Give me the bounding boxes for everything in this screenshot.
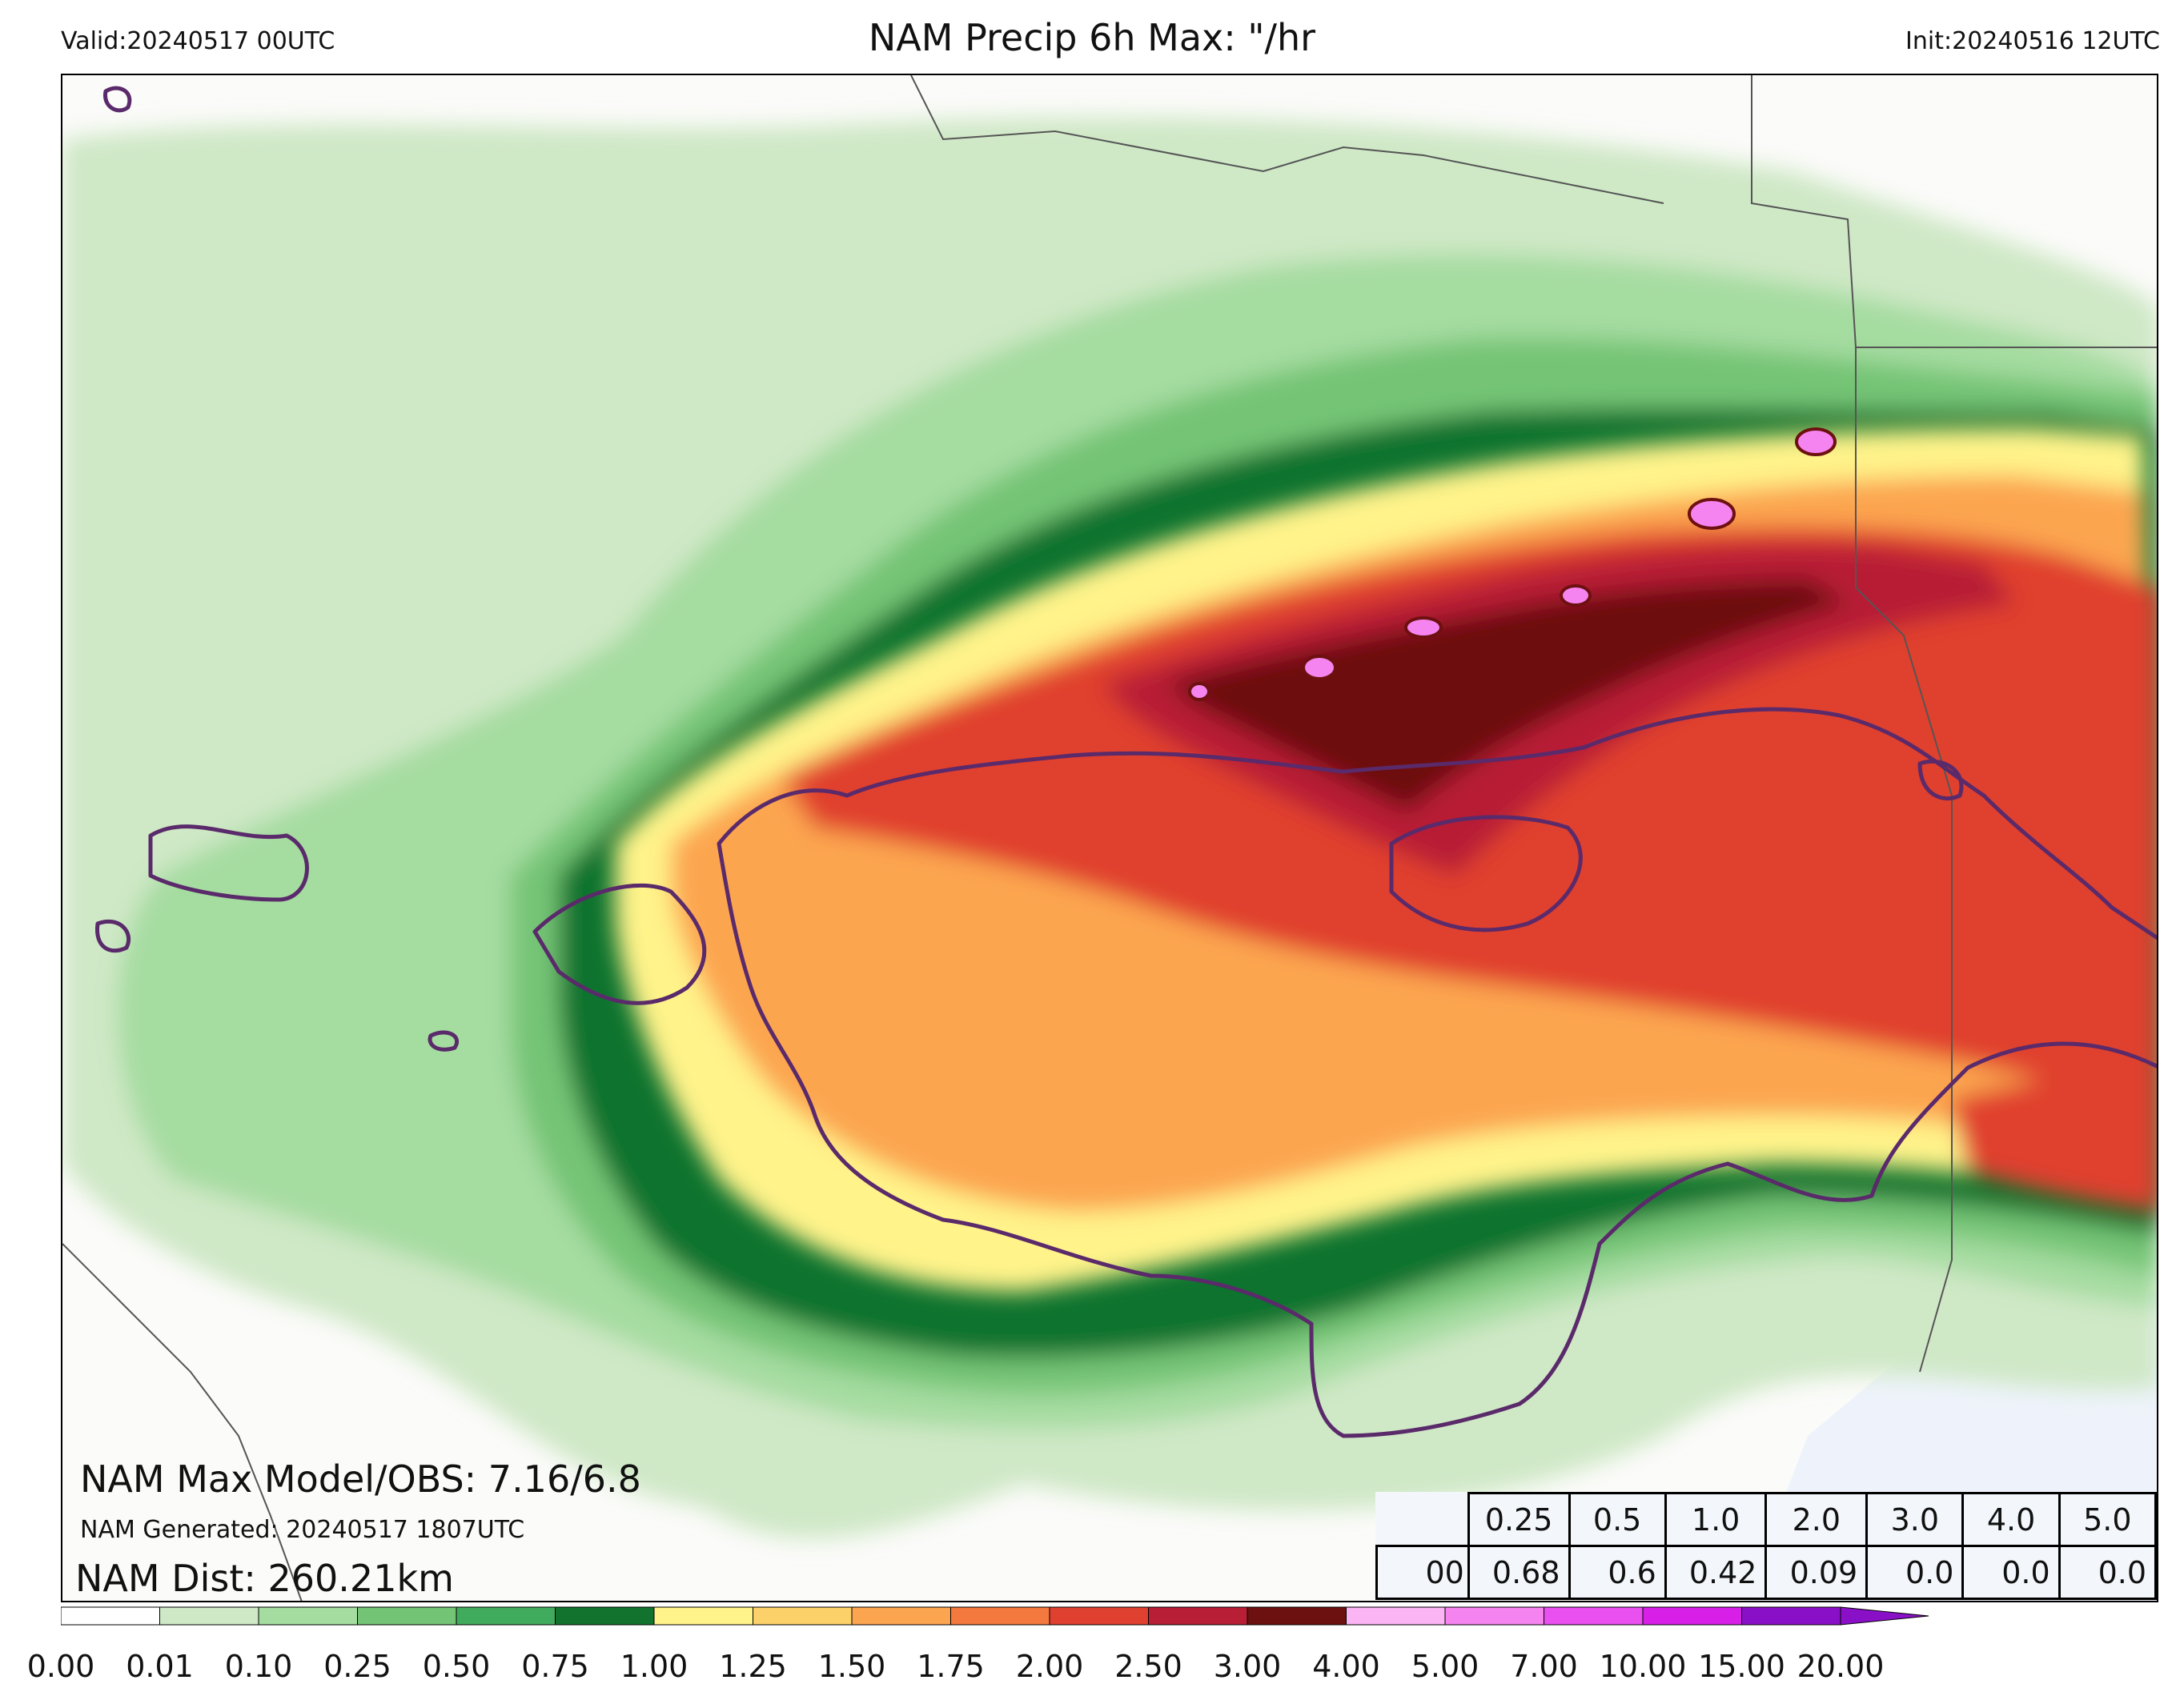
colorbar-bin bbox=[456, 1606, 556, 1626]
colorbar-tick-label: 0.10 bbox=[224, 1649, 293, 1684]
colorbar-bin bbox=[1346, 1606, 1446, 1626]
colorbar-bin bbox=[258, 1606, 359, 1626]
colorbar-bin bbox=[61, 1606, 161, 1626]
max-spot bbox=[1404, 616, 1443, 639]
colorbar-tick-label: 7.00 bbox=[1510, 1649, 1578, 1684]
colorbar-tick-label: 1.75 bbox=[917, 1649, 985, 1684]
obs-contour bbox=[717, 707, 2157, 1438]
colorbar-bin bbox=[950, 1606, 1050, 1626]
colorbar-bin bbox=[1741, 1606, 1841, 1626]
precip-core bbox=[615, 427, 2157, 1292]
colorbar-bin bbox=[159, 1606, 259, 1626]
precip-field-svg bbox=[62, 75, 2157, 1601]
obs-contour bbox=[428, 1030, 459, 1052]
colorbar-tick-label: 5.00 bbox=[1411, 1649, 1479, 1684]
max-spot bbox=[1188, 682, 1210, 701]
obs-contour bbox=[1389, 815, 1583, 932]
chart-title: NAM Precip 6h Max: "/hr bbox=[868, 16, 1316, 59]
state-boundaries bbox=[62, 75, 2157, 1601]
threshold-cell: 1.0 bbox=[1664, 1492, 1768, 1547]
boundary-line bbox=[62, 1243, 303, 1601]
colorbar-tick-label: 0.75 bbox=[521, 1649, 589, 1684]
obs-contours bbox=[95, 86, 2157, 1438]
value-cell: 0.6 bbox=[1568, 1545, 1667, 1600]
obs-contour bbox=[103, 86, 132, 113]
max-spot bbox=[1795, 427, 1837, 456]
threshold-cell: 5.0 bbox=[2058, 1492, 2157, 1547]
row-label: 00 bbox=[1375, 1545, 1470, 1600]
threshold-stats-table: 0.25 0.5 1.0 2.0 3.0 4.0 5.0 00 0.68 0.6… bbox=[1375, 1492, 2157, 1600]
value-cell: 0.09 bbox=[1764, 1545, 1869, 1600]
colorbar-tick-label: 3.00 bbox=[1213, 1649, 1282, 1684]
colorbar-tick-label: 4.00 bbox=[1312, 1649, 1380, 1684]
colorbar-tick-label: 20.00 bbox=[1797, 1649, 1885, 1684]
boundary-line bbox=[1751, 75, 1953, 1373]
colorbar-bin bbox=[1049, 1606, 1150, 1626]
colorbar-bin bbox=[357, 1606, 457, 1626]
threshold-cell: 2.0 bbox=[1764, 1492, 1869, 1547]
precip-map[interactable]: NAM Max Model/OBS: 7.16/6.8 NAM Generate… bbox=[61, 74, 2158, 1602]
core-maroon bbox=[1167, 579, 1848, 812]
threshold-header-row: 0.25 0.5 1.0 2.0 3.0 4.0 5.0 bbox=[1377, 1492, 2157, 1547]
core-se-red bbox=[1952, 1068, 2157, 1212]
max-model-obs-label: NAM Max Model/OBS: 7.16/6.8 bbox=[80, 1457, 641, 1501]
value-cell: 0.0 bbox=[1961, 1545, 2061, 1600]
colorbar-bin bbox=[1444, 1606, 1545, 1626]
colorbar-bin bbox=[1247, 1606, 1347, 1626]
colorbar-tick-label: 1.50 bbox=[817, 1649, 886, 1684]
colorbar-tick-label: 15.00 bbox=[1698, 1649, 1785, 1684]
colorbar-tick-label: 0.00 bbox=[26, 1649, 95, 1684]
obs-contour bbox=[1917, 759, 1964, 801]
value-cell: 0.68 bbox=[1467, 1545, 1571, 1600]
colorbar-tick-label: 0.50 bbox=[422, 1649, 491, 1684]
max-spot bbox=[1688, 498, 1736, 530]
colorbar-bin bbox=[1544, 1606, 1644, 1626]
obs-contour bbox=[95, 919, 130, 953]
value-cell: 0.0 bbox=[1865, 1545, 1965, 1600]
colorbar-tick-label: 0.25 bbox=[323, 1649, 391, 1684]
colorbar-bin bbox=[1642, 1606, 1743, 1626]
init-time-label: Init:20240516 12UTC bbox=[1905, 27, 2160, 55]
distance-label: NAM Dist: 260.21km bbox=[75, 1557, 454, 1600]
colorbar-bin bbox=[653, 1606, 754, 1626]
max-spot bbox=[1560, 584, 1592, 607]
colorbar-bin bbox=[851, 1606, 952, 1626]
colorbar-tick-label: 1.25 bbox=[719, 1649, 787, 1684]
colorbar-tick-label: 0.01 bbox=[126, 1649, 194, 1684]
colorbar-tick-label: 2.50 bbox=[1114, 1649, 1182, 1684]
colorbar-tick-label: 10.00 bbox=[1599, 1649, 1687, 1684]
generated-label: NAM Generated: 20240517 1807UTC bbox=[80, 1516, 525, 1544]
colorbar-ticks: 0.00 0.01 0.10 0.25 0.50 0.75 1.00 1.25 1.50 1.75… bbox=[0, 1649, 2184, 1689]
obs-contour bbox=[532, 883, 707, 1005]
threshold-cell: 0.25 bbox=[1467, 1492, 1571, 1547]
max-spot bbox=[1302, 655, 1337, 680]
threshold-cell: 3.0 bbox=[1865, 1492, 1965, 1547]
colorbar-extend-arrow bbox=[1840, 1606, 1929, 1626]
value-cell: 0.0 bbox=[2058, 1545, 2157, 1600]
value-cell: 0.42 bbox=[1664, 1545, 1768, 1600]
table-corner bbox=[1377, 1493, 1469, 1546]
obs-contour bbox=[148, 824, 309, 902]
colorbar-tick-label: 1.00 bbox=[620, 1649, 689, 1684]
colorbar-tick-label: 2.00 bbox=[1015, 1649, 1084, 1684]
colorbar-bin bbox=[753, 1606, 853, 1626]
threshold-cell: 0.5 bbox=[1568, 1492, 1667, 1547]
colorbar-bin bbox=[1148, 1606, 1248, 1626]
threshold-cell: 4.0 bbox=[1961, 1492, 2061, 1547]
boundary-line bbox=[910, 75, 1664, 204]
colorbar-bin bbox=[555, 1606, 655, 1626]
colorbar bbox=[61, 1606, 1929, 1626]
value-row: 00 0.68 0.6 0.42 0.09 0.0 0.0 0.0 bbox=[1375, 1545, 2157, 1600]
valid-time-label: Valid:20240517 00UTC bbox=[61, 27, 335, 55]
